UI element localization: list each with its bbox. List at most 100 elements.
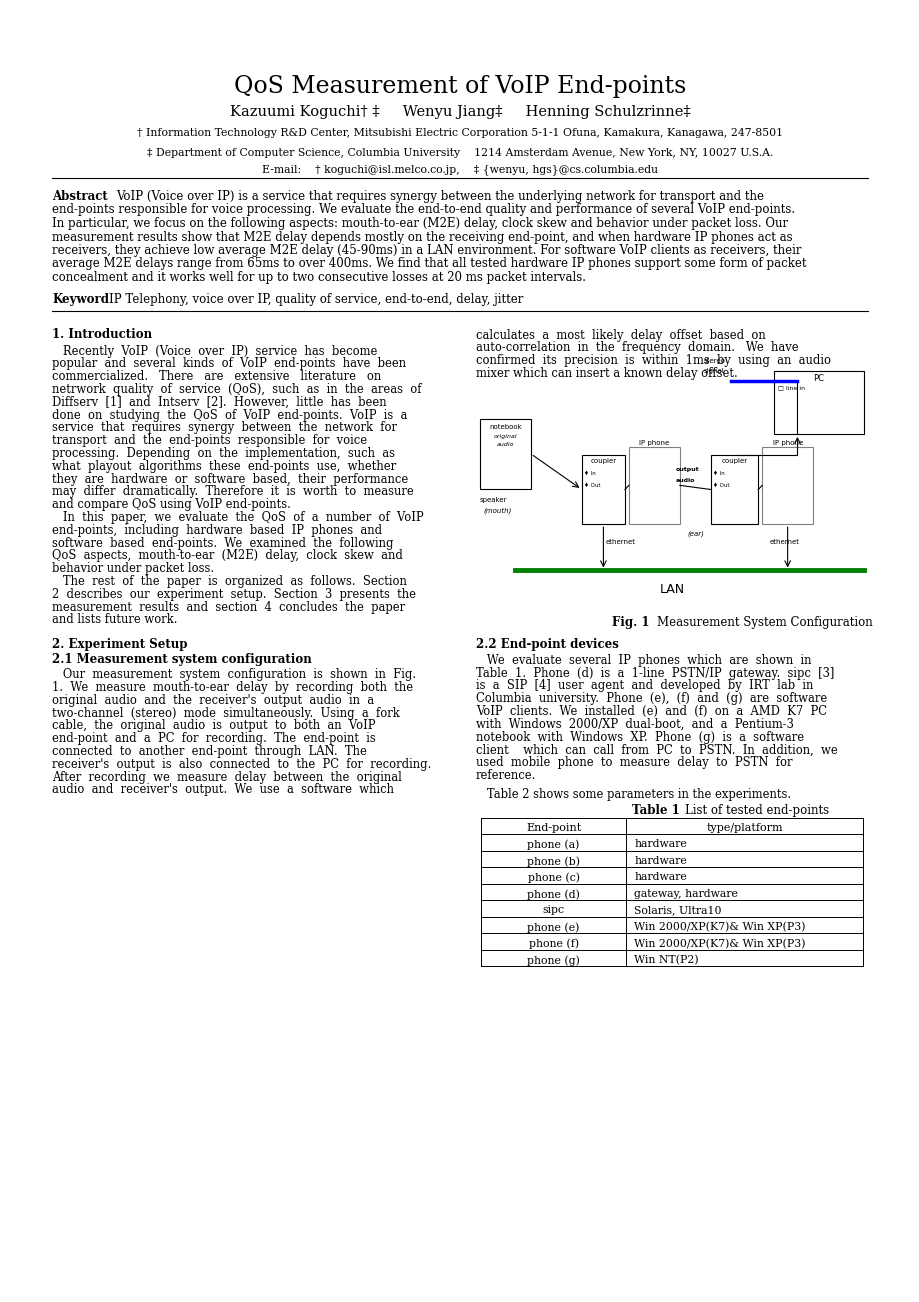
Text: End-point: End-point bbox=[526, 823, 581, 833]
Text: transport  and  the  end-points  responsible  for  voice: transport and the end-points responsible… bbox=[52, 434, 367, 447]
Bar bbox=[480, 419, 530, 488]
Bar bbox=[773, 371, 863, 434]
Text: client    which  can  call  from  PC  to  PSTN.  In  addition,  we: client which can call from PC to PSTN. I… bbox=[475, 743, 837, 756]
Text: E-mail:    † koguchi@isl.melco.co.jp,    ‡ {wenyu, hgs}@cs.columbia.edu: E-mail: † koguchi@isl.melco.co.jp, ‡ {we… bbox=[262, 164, 657, 174]
Text: coupler: coupler bbox=[720, 458, 747, 464]
Text: Measurement System Configuration: Measurement System Configuration bbox=[641, 616, 872, 629]
Text: output: output bbox=[675, 467, 698, 473]
Text: 1.  We  measure  mouth-to-ear  delay  by  recording  both  the: 1. We measure mouth-to-ear delay by reco… bbox=[52, 681, 413, 694]
Text: Columbia  university.  Phone  (e),  (f)  and  (g)  are  software: Columbia university. Phone (e), (f) and … bbox=[475, 693, 826, 706]
Text: end-points,  including  hardware  based  IP  phones  and: end-points, including hardware based IP … bbox=[52, 523, 381, 536]
Text: and lists future work.: and lists future work. bbox=[52, 613, 177, 626]
Text: reference.: reference. bbox=[475, 769, 536, 783]
Text: Fig. 1: Fig. 1 bbox=[611, 616, 649, 629]
Text: stereo: stereo bbox=[703, 358, 724, 365]
Text: The  rest  of  the  paper  is  organized  as  follows.  Section: The rest of the paper is organized as fo… bbox=[52, 575, 406, 589]
Text: ‡ Department of Computer Science, Columbia University    1214 Amsterdam Avenue, : ‡ Department of Computer Science, Columb… bbox=[147, 148, 772, 158]
Text: 2  describes  our  experiment  setup.  Section  3  presents  the: 2 describes our experiment setup. Sectio… bbox=[52, 587, 415, 600]
Text: and compare QoS using VoIP end-points.: and compare QoS using VoIP end-points. bbox=[52, 499, 290, 512]
Text: software  based  end-points.  We  examined  the  following: software based end-points. We examined t… bbox=[52, 536, 393, 549]
Bar bbox=[710, 454, 757, 525]
Text: phone (a): phone (a) bbox=[527, 840, 579, 850]
Text: cable,  the  original  audio  is  output  to  both  an  VoIP: cable, the original audio is output to b… bbox=[52, 719, 375, 732]
Text: In  this  paper,  we  evaluate  the  QoS  of  a  number  of  VoIP: In this paper, we evaluate the QoS of a … bbox=[52, 510, 423, 523]
Text: Table 1: Table 1 bbox=[631, 803, 679, 816]
Text: Win 2000/XP(K7)& Win XP(P3): Win 2000/XP(K7)& Win XP(P3) bbox=[633, 939, 805, 949]
Text: phone (b): phone (b) bbox=[527, 855, 580, 867]
Text: phone (g): phone (g) bbox=[527, 954, 579, 966]
Text: receiver's  output  is  also  connected  to  the  PC  for  recording.: receiver's output is also connected to t… bbox=[52, 758, 431, 771]
Text: mixer which can insert a known delay offset.: mixer which can insert a known delay off… bbox=[475, 367, 737, 380]
Text: We  evaluate  several  IP  phones  which  are  shown  in: We evaluate several IP phones which are … bbox=[475, 654, 811, 667]
Text: (ear): (ear) bbox=[686, 530, 704, 536]
Text: end-points responsible for voice processing. We evaluate the end-to-end quality : end-points responsible for voice process… bbox=[52, 203, 794, 216]
Text: original: original bbox=[494, 434, 516, 439]
Text: Our  measurement  system  configuration  is  shown  in  Fig.: Our measurement system configuration is … bbox=[52, 668, 415, 681]
Text: † Information Technology R&D Center, Mitsubishi Electric Corporation 5-1-1 Ofuna: † Information Technology R&D Center, Mit… bbox=[137, 128, 782, 138]
Text: Kazuumi Koguchi† ‡     Wenyu Jiang‡     Henning Schulzrinne‡: Kazuumi Koguchi† ‡ Wenyu Jiang‡ Henning … bbox=[230, 105, 689, 118]
Text: done  on  studying  the  QoS  of  VoIP  end-points.  VoIP  is  a: done on studying the QoS of VoIP end-poi… bbox=[52, 409, 407, 422]
Text: □ line in: □ line in bbox=[777, 385, 804, 389]
Text: Win 2000/XP(K7)& Win XP(P3): Win 2000/XP(K7)& Win XP(P3) bbox=[633, 922, 805, 932]
Text: average M2E delays range from 65ms to over 400ms. We find that all tested hardwa: average M2E delays range from 65ms to ov… bbox=[52, 258, 806, 271]
Text: Keyword: Keyword bbox=[52, 293, 108, 306]
Text: 1. Introduction: 1. Introduction bbox=[52, 328, 152, 341]
Text: may  differ  dramatically.  Therefore  it  is  worth  to  measure: may differ dramatically. Therefore it is… bbox=[52, 486, 414, 499]
Text: two-channel  (stereo)  mode  simultaneously.  Using  a  fork: two-channel (stereo) mode simultaneously… bbox=[52, 707, 400, 720]
Text: ♦ In: ♦ In bbox=[584, 471, 595, 477]
Text: LAN: LAN bbox=[659, 583, 684, 596]
Text: 2. Experiment Setup: 2. Experiment Setup bbox=[52, 638, 187, 651]
Text: phone (c): phone (c) bbox=[527, 872, 579, 883]
Text: VoIP (Voice over IP) is a service that requires synergy between the underlying n: VoIP (Voice over IP) is a service that r… bbox=[116, 190, 763, 203]
Text: ♦ Out: ♦ Out bbox=[584, 483, 600, 488]
Text: VoIP  clients.  We  installed  (e)  and  (f)  on  a  AMD  K7  PC: VoIP clients. We installed (e) and (f) o… bbox=[475, 704, 826, 717]
Text: they  are  hardware  or  software  based,  their  performance: they are hardware or software based, the… bbox=[52, 473, 408, 486]
Text: concealment and it works well for up to two consecutive losses at 20 ms packet i: concealment and it works well for up to … bbox=[52, 271, 585, 284]
Text: measurement results show that M2E delay depends mostly on the receiving end-poin: measurement results show that M2E delay … bbox=[52, 230, 792, 243]
Text: original  audio  and  the  receiver's  output  audio  in  a: original audio and the receiver's output… bbox=[52, 694, 374, 707]
Text: measurement  results  and  section  4  concludes  the  paper: measurement results and section 4 conclu… bbox=[52, 600, 404, 613]
Text: Table 2 shows some parameters in the experiments.: Table 2 shows some parameters in the exp… bbox=[475, 788, 790, 801]
Text: behavior under packet loss.: behavior under packet loss. bbox=[52, 562, 214, 575]
Text: signal: signal bbox=[703, 368, 723, 374]
Bar bbox=[629, 447, 679, 525]
Text: coupler: coupler bbox=[590, 458, 616, 464]
Text: notebook  with  Windows  XP.  Phone  (g)  is  a  software: notebook with Windows XP. Phone (g) is a… bbox=[475, 730, 803, 743]
Text: Recently  VoIP  (Voice  over  IP)  service  has  become: Recently VoIP (Voice over IP) service ha… bbox=[52, 345, 377, 358]
Text: audio: audio bbox=[675, 478, 695, 483]
Text: hardware: hardware bbox=[633, 872, 686, 883]
Text: Diffserv  [1]  and  Intserv  [2].  However,  little  has  been: Diffserv [1] and Intserv [2]. However, l… bbox=[52, 396, 386, 409]
Text: IP Telephony, voice over IP, quality of service, end-to-end, delay, jitter: IP Telephony, voice over IP, quality of … bbox=[108, 293, 523, 306]
Text: IP phone: IP phone bbox=[639, 440, 669, 447]
Text: gateway, hardware: gateway, hardware bbox=[633, 889, 737, 898]
Text: auto-correlation  in  the  frequency  domain.   We  have: auto-correlation in the frequency domain… bbox=[475, 341, 798, 354]
Text: speaker: speaker bbox=[480, 497, 507, 503]
Text: QoS Measurement of VoIP End-points: QoS Measurement of VoIP End-points bbox=[233, 76, 686, 98]
Text: phone (f): phone (f) bbox=[528, 939, 578, 949]
Text: (mouth): (mouth) bbox=[483, 506, 512, 513]
Text: is  a  SIP  [4]  user  agent  and  developed  by  IRT  lab  in: is a SIP [4] user agent and developed by… bbox=[475, 680, 812, 693]
Text: List of tested end-points: List of tested end-points bbox=[669, 803, 828, 816]
Text: Win NT(P2): Win NT(P2) bbox=[633, 954, 698, 965]
Text: end-point  and  a  PC  for  recording.  The  end-point  is: end-point and a PC for recording. The en… bbox=[52, 732, 375, 745]
Text: what  playout  algorithms  these  end-points  use,  whether: what playout algorithms these end-points… bbox=[52, 460, 396, 473]
Text: 2.1 Measurement system configuration: 2.1 Measurement system configuration bbox=[52, 654, 312, 667]
Text: netrwork  quality  of  service  (QoS),  such  as  in  the  areas  of: netrwork quality of service (QoS), such … bbox=[52, 383, 421, 396]
Text: After  recording  we  measure  delay  between  the  original: After recording we measure delay between… bbox=[52, 771, 402, 784]
Text: processing.  Depending  on  the  implementation,  such  as: processing. Depending on the implementat… bbox=[52, 447, 394, 460]
Text: receivers, they achieve low average M2E delay (45-90ms) in a LAN environment. Fo: receivers, they achieve low average M2E … bbox=[52, 243, 800, 256]
Text: popular  and  several  kinds  of  VoIP  end-points  have  been: popular and several kinds of VoIP end-po… bbox=[52, 357, 405, 370]
Text: ♦ In: ♦ In bbox=[712, 471, 724, 477]
Text: PC: PC bbox=[812, 374, 823, 383]
Text: ♦ Out: ♦ Out bbox=[712, 483, 729, 488]
Text: sipc: sipc bbox=[542, 905, 564, 915]
Text: audio  and  receiver's  output.  We  use  a  software  which: audio and receiver's output. We use a so… bbox=[52, 784, 393, 797]
Text: service  that  requires  synergy  between  the  network  for: service that requires synergy between th… bbox=[52, 422, 397, 435]
Text: ethernet: ethernet bbox=[605, 539, 635, 546]
Bar bbox=[761, 447, 812, 525]
Text: calculates  a  most  likely  delay  offset  based  on: calculates a most likely delay offset ba… bbox=[475, 328, 765, 341]
Text: Abstract: Abstract bbox=[52, 190, 108, 203]
Text: phone (e): phone (e) bbox=[527, 922, 579, 932]
Text: QoS  aspects,  mouth-to-ear  (M2E)  delay,  clock  skew  and: QoS aspects, mouth-to-ear (M2E) delay, c… bbox=[52, 549, 403, 562]
Text: IP phone: IP phone bbox=[772, 440, 802, 447]
